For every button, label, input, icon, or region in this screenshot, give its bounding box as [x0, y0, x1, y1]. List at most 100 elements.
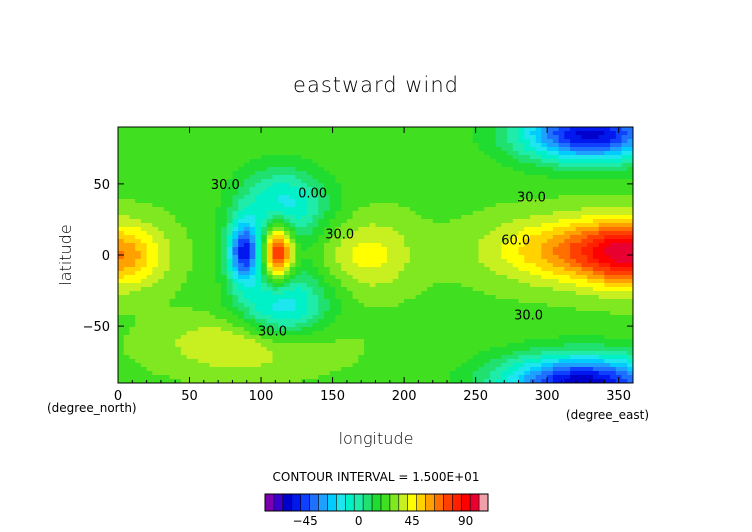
field-cell: [501, 151, 508, 156]
field-cell: [547, 147, 554, 152]
field-cell: [198, 227, 205, 232]
field-cell: [621, 259, 628, 264]
field-cell: [289, 223, 296, 228]
field-cell: [180, 231, 188, 236]
field-cell: [335, 171, 342, 176]
field-cell: [489, 275, 497, 280]
field-cell: [575, 207, 583, 212]
field-cell: [375, 219, 382, 224]
field-cell: [587, 299, 594, 304]
field-cell: [564, 331, 571, 336]
field-cell: [135, 271, 142, 276]
field-cell: [243, 303, 251, 308]
field-cell: [140, 303, 148, 308]
field-cell: [610, 335, 617, 340]
field-cell: [472, 199, 480, 204]
field-cell: [226, 155, 234, 160]
field-cell: [283, 183, 291, 188]
field-cell: [438, 279, 445, 284]
field-cell: [266, 251, 274, 256]
field-cell: [329, 195, 337, 200]
field-cell: [232, 163, 239, 168]
field-cell: [449, 183, 457, 188]
field-cell: [186, 319, 193, 324]
field-cell: [449, 203, 457, 208]
field-cell: [489, 287, 497, 292]
field-cell: [575, 211, 583, 216]
field-cell: [278, 291, 285, 296]
field-cell: [364, 287, 371, 292]
field-cell: [449, 299, 457, 304]
field-cell: [163, 303, 171, 308]
field-cell: [249, 203, 256, 208]
field-cell: [278, 175, 285, 180]
field-cell: [530, 223, 537, 228]
field-cell: [364, 339, 371, 344]
field-cell: [175, 287, 182, 292]
field-cell: [467, 251, 474, 256]
field-cell: [255, 255, 262, 260]
field-cell: [524, 243, 531, 248]
field-cell: [369, 287, 377, 292]
field-cell: [249, 263, 256, 268]
field-cell: [306, 179, 314, 184]
field-cell: [392, 171, 399, 176]
field-cell: [369, 183, 377, 188]
field-cell: [226, 323, 234, 328]
field-cell: [272, 179, 279, 184]
field-cell: [140, 211, 148, 216]
field-cell: [329, 279, 337, 284]
field-cell: [552, 211, 560, 216]
field-cell: [140, 255, 148, 260]
field-cell: [209, 299, 216, 304]
field-cell: [404, 175, 411, 180]
field-cell: [427, 307, 434, 312]
field-cell: [392, 135, 399, 140]
field-cell: [301, 311, 308, 316]
field-cell: [226, 295, 234, 300]
field-cell: [484, 307, 491, 312]
field-cell: [501, 167, 508, 172]
field-cell: [135, 163, 142, 168]
field-cell: [501, 139, 508, 144]
field-cell: [392, 247, 399, 252]
field-cell: [346, 131, 354, 136]
field-cell: [243, 347, 251, 352]
field-cell: [381, 139, 388, 144]
field-cell: [518, 335, 525, 340]
field-cell: [581, 327, 588, 332]
field-cell: [627, 187, 633, 192]
field-cell: [129, 239, 136, 244]
field-cell: [129, 207, 136, 212]
field-cell: [495, 339, 502, 344]
field-cell: [352, 179, 359, 184]
field-cell: [203, 275, 211, 280]
field-cell: [386, 187, 394, 192]
field-cell: [312, 331, 319, 336]
field-cell: [375, 143, 382, 148]
field-cell: [518, 303, 525, 308]
field-cell: [541, 239, 548, 244]
field-cell: [581, 295, 588, 300]
field-cell: [312, 263, 319, 268]
field-cell: [489, 319, 497, 324]
field-cell: [341, 147, 348, 152]
field-cell: [398, 203, 405, 208]
field-cell: [118, 315, 125, 320]
field-cell: [575, 231, 583, 236]
field-cell: [186, 171, 193, 176]
field-cell: [472, 327, 480, 332]
field-cell: [358, 227, 365, 232]
field-cell: [570, 239, 577, 244]
field-cell: [438, 235, 445, 240]
field-cell: [575, 183, 583, 188]
field-cell: [398, 175, 405, 180]
field-cell: [352, 171, 359, 176]
field-cell: [238, 195, 245, 200]
field-cell: [495, 295, 502, 300]
field-cell: [135, 339, 142, 344]
field-cell: [421, 343, 428, 348]
field-cell: [398, 251, 405, 256]
field-cell: [163, 323, 171, 328]
field-cell: [329, 151, 337, 156]
